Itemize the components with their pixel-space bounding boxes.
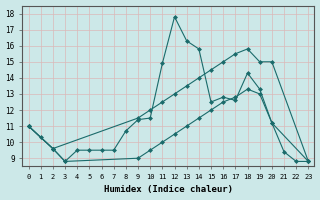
X-axis label: Humidex (Indice chaleur): Humidex (Indice chaleur) bbox=[104, 185, 233, 194]
